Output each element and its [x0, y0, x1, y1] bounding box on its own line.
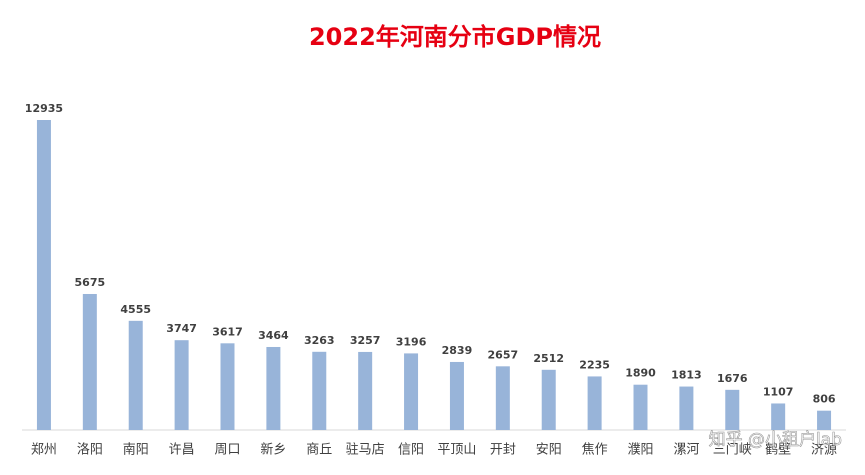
x-tick-label: 许昌 [169, 443, 195, 458]
data-label: 806 [813, 393, 836, 406]
bar [817, 410, 832, 430]
bar [404, 353, 419, 430]
bar [771, 403, 786, 430]
bar [633, 384, 648, 430]
data-label: 2235 [579, 358, 610, 371]
bar [495, 366, 510, 430]
watermark: 知乎 @小租户lab [709, 430, 842, 450]
data-label: 3617 [212, 325, 243, 338]
x-tick-label: 三门峡 [713, 443, 752, 458]
x-tick-label: 驻马店 [346, 443, 385, 458]
x-tick-label: 平顶山 [437, 443, 476, 458]
data-label: 1107 [763, 385, 794, 398]
data-label: 3464 [258, 329, 289, 342]
bar [449, 361, 464, 430]
x-tick-label: 焦作 [582, 443, 608, 458]
data-label: 3747 [166, 322, 197, 335]
x-tick-label: 信阳 [398, 443, 424, 458]
bar [174, 340, 189, 430]
data-label: 3263 [304, 334, 335, 347]
data-label: 1890 [625, 367, 656, 380]
chart-title: 2022年河南分市GDP情况 [309, 23, 601, 51]
bar [679, 386, 694, 430]
x-tick-label: 濮阳 [627, 443, 653, 458]
bar [358, 351, 373, 430]
x-tick-label: 商丘 [306, 443, 332, 458]
bar [128, 320, 143, 430]
x-tick-label: 郑州 [31, 443, 57, 458]
x-tick-label: 开封 [490, 443, 516, 458]
x-tick-label: 安阳 [536, 443, 562, 458]
bar [725, 389, 740, 430]
x-tick-label: 鹤壁 [765, 442, 791, 458]
data-label: 2839 [442, 344, 473, 357]
data-label: 5675 [75, 276, 106, 289]
data-label: 1813 [671, 369, 702, 382]
data-label: 12935 [25, 102, 63, 115]
data-label: 2512 [533, 352, 564, 365]
x-tick-label: 新乡 [260, 442, 286, 458]
x-tick-label: 洛阳 [77, 443, 103, 458]
bar [266, 346, 281, 430]
x-tick-label: 漯河 [673, 443, 699, 458]
x-tick-label: 南阳 [123, 442, 149, 458]
bar [82, 293, 97, 430]
x-tick-label: 济源 [811, 443, 837, 458]
x-tick-label: 周口 [214, 443, 240, 458]
data-label: 3196 [396, 335, 427, 348]
data-label: 4555 [120, 303, 151, 316]
bar [220, 343, 235, 430]
data-label: 3257 [350, 334, 381, 347]
data-label: 1676 [717, 372, 748, 385]
bar [541, 369, 556, 430]
bar [36, 120, 51, 430]
bar [312, 351, 327, 430]
bar [587, 376, 602, 430]
data-label: 2657 [488, 348, 519, 361]
